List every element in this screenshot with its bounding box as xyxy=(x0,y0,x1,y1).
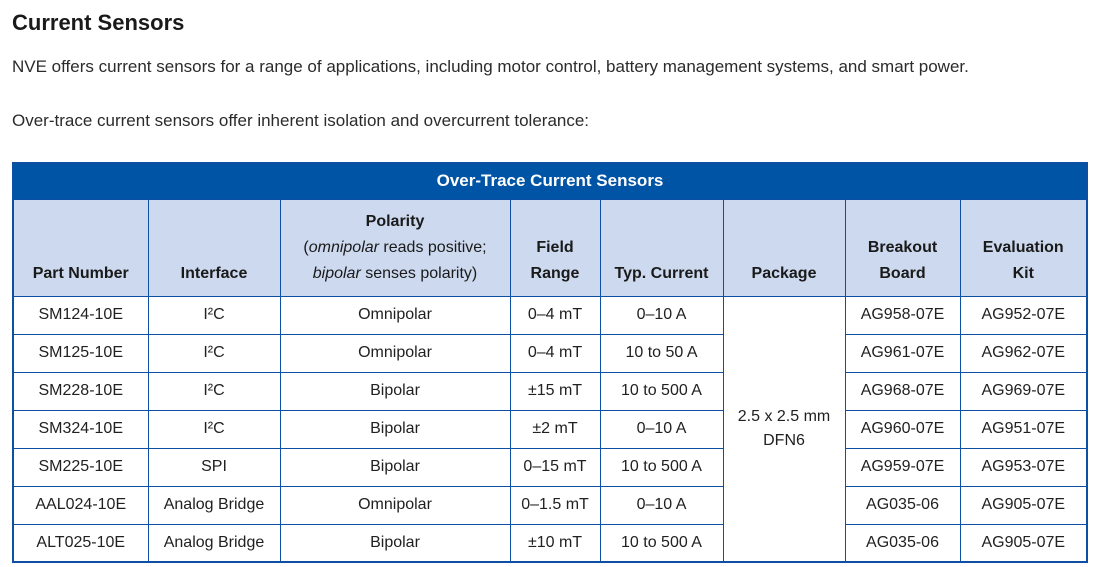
cell-field-range: ±10 mT xyxy=(509,523,601,563)
table-row: SM225-10E SPI Bipolar 0–15 mT 10 to 500 … xyxy=(12,447,1088,487)
cell-field-range: 0–4 mT xyxy=(509,333,601,373)
cell-polarity: Omnipolar xyxy=(279,485,511,525)
table-row: ALT025-10E Analog Bridge Bipolar ±10 mT … xyxy=(12,523,1088,563)
cell-interface: SPI xyxy=(147,447,281,487)
cell-evaluation-kit: AG953-07E xyxy=(959,447,1088,487)
cell-typ-current: 10 to 500 A xyxy=(599,447,724,487)
cell-field-range: ±15 mT xyxy=(509,371,601,411)
table-row: SM125-10E I²C Omnipolar 0–4 mT 10 to 50 … xyxy=(12,333,1088,373)
col-header-package: Package xyxy=(722,198,846,297)
cell-breakout-board: AG959-07E xyxy=(844,447,961,487)
col-header-polarity: Polarity (omnipolar reads positive; bipo… xyxy=(279,198,511,297)
cell-part-number: AAL024-10E xyxy=(12,485,149,525)
page-title: Current Sensors xyxy=(12,10,185,35)
cell-part-number: SM228-10E xyxy=(12,371,149,411)
cell-typ-current: 0–10 A xyxy=(599,485,724,525)
cell-part-number: ALT025-10E xyxy=(12,523,149,563)
cell-part-number: SM324-10E xyxy=(12,409,149,449)
cell-typ-current: 10 to 500 A xyxy=(599,523,724,563)
cell-breakout-board: AG035-06 xyxy=(844,485,961,525)
cell-interface: I²C xyxy=(147,371,281,411)
cell-breakout-board: AG958-07E xyxy=(844,295,961,335)
cell-interface: I²C xyxy=(147,333,281,373)
table-row: AAL024-10E Analog Bridge Omnipolar 0–1.5… xyxy=(12,485,1088,525)
cell-breakout-board: AG961-07E xyxy=(844,333,961,373)
cell-field-range: 0–15 mT xyxy=(509,447,601,487)
cell-interface: I²C xyxy=(147,295,281,335)
cell-evaluation-kit: AG969-07E xyxy=(959,371,1088,411)
col-header-typ-current: Typ. Current xyxy=(599,198,724,297)
col-header-evaluation-kit: Evaluation Kit xyxy=(959,198,1088,297)
cell-field-range: 0–1.5 mT xyxy=(509,485,601,525)
polarity-header-line3: bipolar senses polarity) xyxy=(312,264,478,282)
cell-breakout-board: AG035-06 xyxy=(844,523,961,563)
cell-typ-current: 10 to 500 A xyxy=(599,371,724,411)
cell-evaluation-kit: AG952-07E xyxy=(959,295,1088,335)
cell-breakout-board: AG968-07E xyxy=(844,371,961,411)
cell-polarity: Bipolar xyxy=(279,523,511,563)
col-header-breakout-board: Breakout Board xyxy=(844,198,961,297)
cell-interface: Analog Bridge xyxy=(147,523,281,563)
polarity-header-title: Polarity xyxy=(365,212,425,230)
table-row: SM228-10E I²C Bipolar ±15 mT 10 to 500 A… xyxy=(12,371,1088,411)
col-header-field-range: Field Range xyxy=(509,198,601,297)
cell-polarity: Bipolar xyxy=(279,409,511,449)
cell-interface: I²C xyxy=(147,409,281,449)
cell-interface: Analog Bridge xyxy=(147,485,281,525)
cell-typ-current: 0–10 A xyxy=(599,409,724,449)
over-trace-current-sensors-table: Over-Trace Current Sensors Part Number I… xyxy=(12,162,1089,563)
cell-field-range: 0–4 mT xyxy=(509,295,601,335)
cell-evaluation-kit: AG905-07E xyxy=(959,485,1088,525)
intro-paragraph: NVE offers current sensors for a range o… xyxy=(12,57,969,76)
cell-typ-current: 0–10 A xyxy=(599,295,724,335)
table-row: SM124-10E I²C Omnipolar 0–4 mT 0–10 A 2.… xyxy=(12,295,1088,563)
polarity-header-line2: (omnipolar reads positive; xyxy=(303,238,487,256)
table-title-row: Over-Trace Current Sensors xyxy=(12,162,1088,200)
col-header-interface: Interface xyxy=(147,198,281,297)
cell-polarity: Bipolar xyxy=(279,447,511,487)
cell-field-range: ±2 mT xyxy=(509,409,601,449)
table-row: SM324-10E I²C Bipolar ±2 mT 0–10 A AG960… xyxy=(12,409,1088,449)
cell-package-shared: 2.5 x 2.5 mm DFN6 xyxy=(722,295,846,563)
cell-evaluation-kit: AG951-07E xyxy=(959,409,1088,449)
cell-part-number: SM124-10E xyxy=(12,295,149,335)
cell-polarity: Bipolar xyxy=(279,371,511,411)
cell-part-number: SM125-10E xyxy=(12,333,149,373)
cell-typ-current: 10 to 50 A xyxy=(599,333,724,373)
subtitle-paragraph: Over-trace current sensors offer inheren… xyxy=(12,111,590,130)
cell-polarity: Omnipolar xyxy=(279,295,511,335)
cell-evaluation-kit: AG905-07E xyxy=(959,523,1088,563)
cell-polarity: Omnipolar xyxy=(279,333,511,373)
table-title: Over-Trace Current Sensors xyxy=(12,162,1088,200)
cell-part-number: SM225-10E xyxy=(12,447,149,487)
col-header-part-number: Part Number xyxy=(12,198,149,297)
cell-breakout-board: AG960-07E xyxy=(844,409,961,449)
column-header-row: Part Number Interface Polarity (omnipola… xyxy=(12,198,1088,297)
cell-evaluation-kit: AG962-07E xyxy=(959,333,1088,373)
